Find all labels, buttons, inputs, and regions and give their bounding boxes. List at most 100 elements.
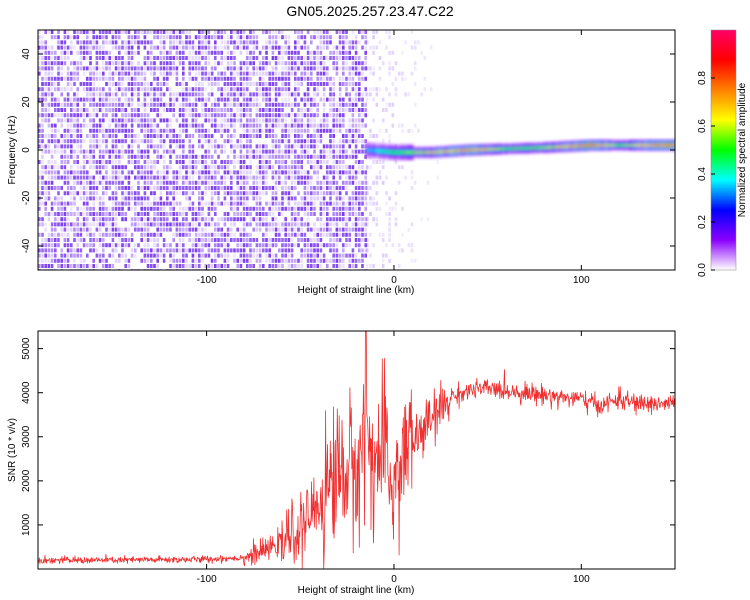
spectrogram-cell	[73, 212, 76, 216]
spectrogram-cell	[188, 227, 191, 232]
spectrogram-cell	[146, 217, 150, 222]
spectrogram-cell	[207, 56, 211, 60]
spectrogram-cell	[230, 61, 233, 66]
spectrogram-cell	[118, 97, 121, 102]
spectrogram-cell	[54, 175, 57, 180]
spectrogram-cell	[388, 222, 391, 227]
spectrogram-cell	[79, 206, 83, 211]
spectrogram-cell	[204, 50, 207, 55]
spectrogram-cell	[153, 217, 156, 222]
spectrogram-cell	[204, 102, 207, 107]
spectrogram-cell	[118, 253, 121, 258]
spectrogram-cell	[194, 61, 198, 66]
spectrogram-cell	[230, 248, 233, 253]
spectrogram-cell	[105, 128, 108, 133]
spectrogram-cell	[70, 118, 73, 123]
spectrogram-cell	[185, 30, 188, 34]
spectrogram-cell	[86, 243, 89, 248]
spectrogram-cell	[233, 50, 236, 55]
spectrogram-cell	[44, 206, 47, 211]
spectrogram-cell	[70, 201, 73, 206]
spectrogram-cell	[124, 71, 127, 76]
spectrogram-cell	[121, 66, 124, 71]
spectrogram-cell	[137, 71, 140, 76]
spectrogram-cell	[66, 102, 70, 107]
spectrogram-cell	[226, 61, 230, 66]
spectrogram-cell	[188, 196, 191, 201]
spectrogram-cell	[319, 56, 323, 60]
spectrogram-cell	[60, 206, 63, 211]
spectrogram-cell	[63, 222, 67, 227]
spectrogram-cell	[159, 144, 163, 149]
spectrogram-cell	[86, 186, 89, 190]
spectrogram-cell	[134, 212, 137, 216]
spectrogram-cell	[156, 243, 159, 248]
spectrogram-cell	[220, 87, 223, 92]
spectrogram-cell	[354, 128, 358, 133]
spectrogram-cell	[246, 40, 249, 45]
spectrogram-cell	[220, 118, 223, 123]
spectrogram-cell	[146, 102, 150, 107]
spectrogram-cell	[182, 97, 185, 102]
spectrogram-cell	[92, 217, 95, 222]
spectrogram-cell	[162, 206, 166, 211]
spectrogram-cell	[303, 248, 307, 253]
spectrogram-cell	[89, 222, 92, 227]
spectrogram-cell	[198, 222, 201, 227]
spectrogram-cell	[156, 76, 159, 81]
spectrogram-cell	[354, 201, 358, 206]
spectrogram-cell	[287, 45, 291, 50]
spectrogram-cell	[214, 175, 217, 180]
spectrogram-cell	[354, 238, 358, 242]
spectrogram-cell	[278, 238, 281, 242]
spectrogram-cell	[319, 160, 323, 164]
spectrogram-cell	[220, 175, 223, 180]
spectrogram-cell	[124, 264, 127, 268]
spectrogram-cell	[252, 61, 255, 66]
signal-band-strip	[437, 151, 440, 153]
spectrogram-cell	[92, 149, 95, 154]
spectrogram-cell	[44, 113, 47, 118]
spectrogram-cell	[354, 102, 358, 107]
spectrogram-cell	[322, 128, 326, 133]
spectrogram-cell	[242, 123, 246, 128]
spectrogram-cell	[50, 212, 54, 216]
spectrogram-cell	[98, 35, 102, 40]
spectrogram-cell	[182, 253, 185, 258]
spectrogram-cell	[239, 66, 243, 71]
spectrogram-cell	[44, 191, 47, 196]
spectrogram-cell	[175, 76, 179, 81]
spectrogram-cell	[242, 40, 246, 45]
spectrogram-cell	[166, 108, 169, 112]
spectrogram-cell	[388, 258, 391, 263]
spectrogram-cell	[249, 238, 252, 242]
spectrogram-cell	[436, 175, 439, 180]
spectrogram-cell	[281, 108, 284, 112]
spectrogram-cell	[342, 123, 345, 128]
spectrogram-cell	[156, 154, 159, 159]
spectrogram-cell	[290, 66, 294, 71]
spectrogram-cell	[329, 170, 332, 175]
spectrogram-cell	[281, 134, 284, 138]
spectrogram-cell	[342, 61, 345, 66]
spectrogram-cell	[207, 222, 211, 227]
spectrogram-cell	[223, 186, 227, 190]
spectrogram-cell	[44, 102, 47, 107]
spectrogram-cell	[143, 160, 147, 164]
spectrogram-cell	[274, 253, 278, 258]
signal-band-strip	[567, 145, 569, 147]
spectrogram-cell	[226, 227, 230, 232]
spectrogram-cell	[255, 134, 259, 138]
spectrogram-cell	[303, 76, 307, 81]
spectrogram-cell	[60, 253, 63, 258]
spectrogram-cell	[249, 165, 252, 170]
spectrogram-cell	[47, 191, 51, 196]
spectrogram-cell	[287, 238, 291, 242]
spectrogram-cell	[201, 87, 204, 92]
spectrogram-cell	[137, 102, 140, 107]
spectrogram-cell	[358, 40, 361, 45]
spectrogram-cell	[114, 248, 118, 253]
spectrogram-cell	[214, 66, 217, 71]
spectrogram-cell	[274, 45, 278, 50]
spectrogram-cell	[249, 128, 252, 133]
